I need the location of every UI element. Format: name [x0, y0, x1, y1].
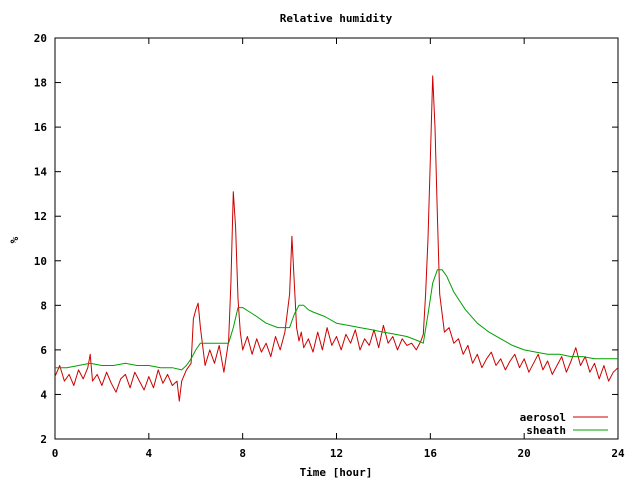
y-tick-label: 20	[34, 32, 47, 45]
y-tick-label: 10	[34, 255, 47, 268]
legend-label-aerosol: aerosol	[520, 411, 566, 424]
x-tick-label: 24	[611, 447, 625, 460]
x-tick-label: 16	[424, 447, 438, 460]
x-tick-label: 8	[239, 447, 246, 460]
x-axis-label: Time [hour]	[300, 466, 373, 479]
series-lines	[54, 75, 619, 402]
y-axis-label: %	[8, 236, 21, 243]
y-tick-label: 12	[34, 210, 47, 223]
y-tick-label: 8	[40, 299, 47, 312]
y-tick-label: 14	[34, 166, 48, 179]
x-tick-label: 12	[330, 447, 343, 460]
x-tick-label: 0	[52, 447, 59, 460]
chart-title: Relative humidity	[280, 12, 393, 25]
legend-label-sheath: sheath	[526, 424, 566, 437]
y-tick-label: 2	[40, 433, 47, 446]
y-tick-label: 4	[40, 388, 47, 401]
y-tick-label: 6	[40, 344, 47, 357]
series-line-aerosol	[54, 75, 619, 402]
x-tick-label: 20	[518, 447, 531, 460]
y-tick-label: 16	[34, 121, 48, 134]
x-tick-label: 4	[146, 447, 153, 460]
y-tick-label: 18	[34, 77, 47, 90]
plot-frame	[54, 37, 619, 440]
series-line-sheath	[55, 269, 618, 371]
